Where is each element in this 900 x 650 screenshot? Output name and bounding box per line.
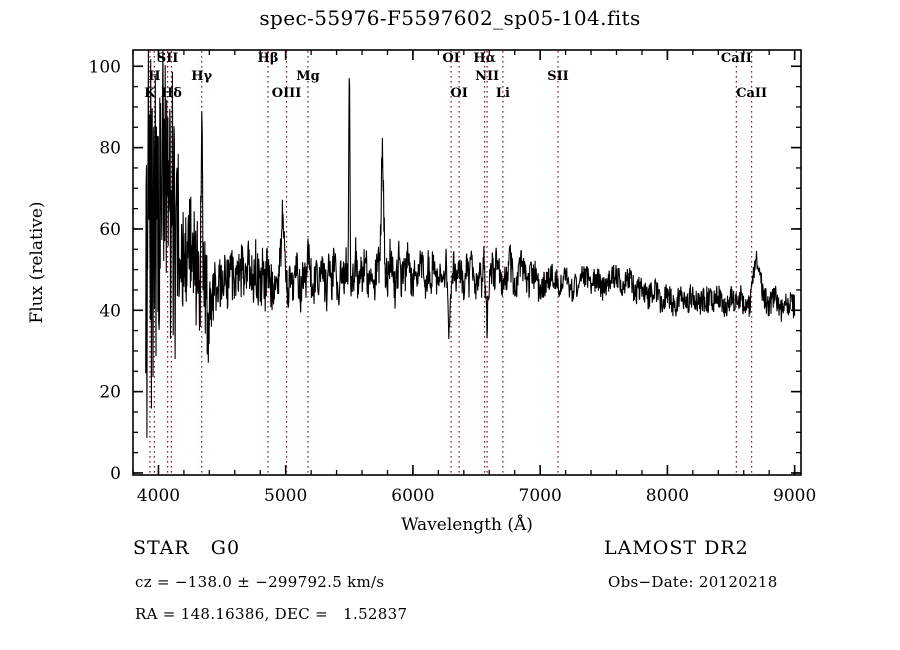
survey-label: LAMOST DR2 [604,537,749,559]
spectral-line-label: H [148,69,160,84]
spectral-line-label: CaII [736,86,767,101]
spectral-line-label: Li [496,86,510,101]
plot-frame [132,49,802,476]
spectral-line-label: Mg [296,69,319,84]
y-tick-label: 60 [99,220,121,240]
x-tick-label: 6000 [391,486,434,506]
obs-date-label: Obs−Date: 20120218 [608,573,778,591]
spectral-line-label: SII [547,69,569,84]
y-tick-label: 40 [99,301,121,321]
spectral-line-label: SII [157,51,179,66]
spectral-line-label: CaII [721,51,752,66]
spectrum-trace [145,50,796,438]
x-tick-label: 9000 [773,486,816,506]
spectral-line-label: Hβ [258,51,279,66]
spectral-line-label: OIII [272,86,302,101]
x-tick-label: 7000 [519,486,562,506]
coords-label: RA = 148.16386, DEC = 1.52837 [135,605,408,623]
object-class-label: STAR G0 [133,537,241,559]
y-axis-title: Flux (relative) [27,201,47,323]
spectral-line-label: NII [475,69,499,84]
spectral-line-label: OI [442,51,459,66]
spectral-line-label: Hα [473,51,495,66]
spectral-line-label: Hγ [191,69,212,84]
x-tick-label: 4000 [137,486,180,506]
cz-label: cz = −138.0 ± −299792.5 km/s [135,573,385,591]
x-tick-label: 5000 [264,486,307,506]
x-tick-label: 8000 [646,486,689,506]
y-tick-label: 0 [110,464,121,484]
y-tick-label: 100 [89,57,121,77]
spectral-line-label: Hδ [161,86,182,101]
y-tick-label: 80 [99,139,121,159]
spectral-line-label: OI [450,86,467,101]
y-tick-label: 20 [99,383,121,403]
x-axis-title: Wavelength (Å) [401,514,533,535]
page-title: spec-55976-F5597602_sp05-104.fits [259,6,641,30]
